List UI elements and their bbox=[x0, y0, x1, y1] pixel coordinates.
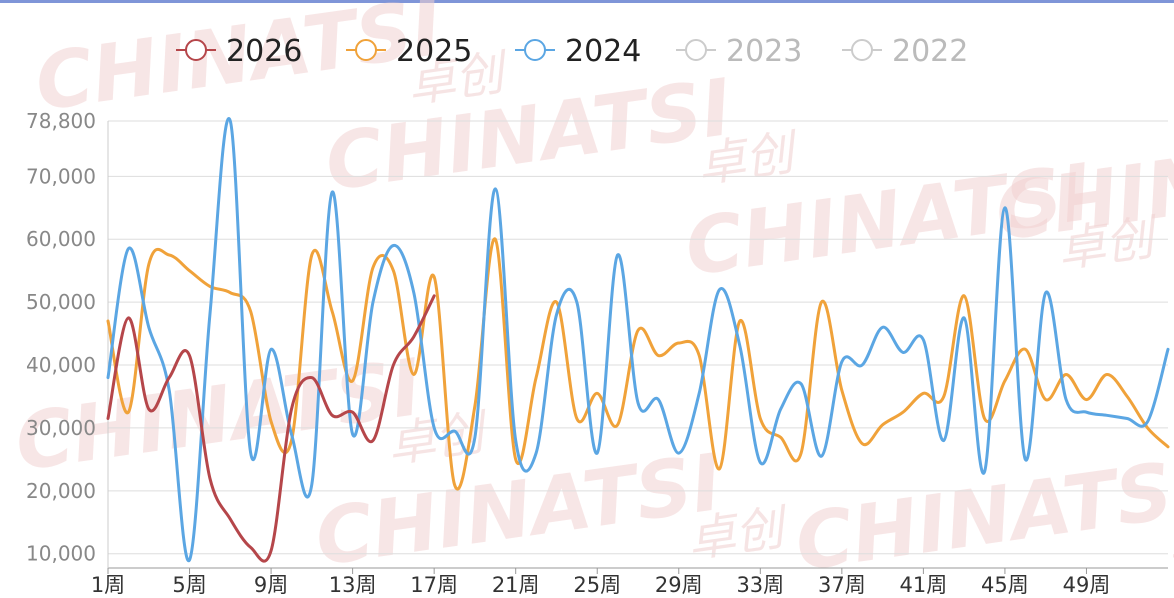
y-axis: 78,800 70,000 60,000 50,000 40,000 30,000 20,0… bbox=[26, 109, 96, 566]
legend-marker bbox=[685, 39, 707, 61]
x-tick-label: 9周 bbox=[254, 573, 288, 597]
x-tick-label: 29周 bbox=[655, 573, 703, 597]
x-tick-label: 13周 bbox=[329, 573, 377, 597]
legend-label: 2026 bbox=[226, 34, 302, 69]
x-tick-label: 33周 bbox=[736, 573, 784, 597]
x-tick-label: 41周 bbox=[900, 573, 948, 597]
watermark-text: CHINATSI bbox=[320, 63, 737, 209]
legend-item-2023[interactable]: 2023 bbox=[676, 34, 802, 69]
watermark-cn-text: 卓创 bbox=[1164, 504, 1174, 574]
y-tick-label: 10,000 bbox=[26, 542, 96, 566]
grid-lines bbox=[108, 120, 1168, 555]
series-line-2025 bbox=[106, 237, 1170, 491]
x-axis: 1周 5周 9周 13周 17周 21周 25周 29周 33周 37周 41周 45周 49周 bbox=[91, 121, 1168, 597]
y-tick-label: 30,000 bbox=[26, 416, 96, 440]
legend-marker bbox=[355, 39, 377, 61]
legend-item-2024[interactable]: 2024 bbox=[515, 34, 641, 69]
series-line-2024 bbox=[106, 117, 1170, 563]
watermark-text: CHINATSI bbox=[990, 113, 1174, 259]
y-tick-label: 20,000 bbox=[26, 479, 96, 503]
x-tick-label: 37周 bbox=[818, 573, 866, 597]
x-tick-label: 49周 bbox=[1063, 573, 1111, 597]
y-tick-label: 70,000 bbox=[26, 164, 96, 188]
legend-marker bbox=[524, 39, 546, 61]
x-tick-label: 21周 bbox=[492, 573, 540, 597]
legend-label: 2024 bbox=[565, 34, 641, 69]
legend: 2026 2025 2024 2023 2022 bbox=[176, 34, 968, 69]
series-layer bbox=[106, 117, 1170, 563]
x-tick-label: 17周 bbox=[410, 573, 458, 597]
legend-label: 2023 bbox=[726, 34, 802, 69]
legend-marker bbox=[851, 39, 873, 61]
x-tick-label: 5周 bbox=[172, 573, 206, 597]
x-tick-label: 1周 bbox=[91, 573, 125, 597]
legend-item-2026[interactable]: 2026 bbox=[176, 34, 302, 69]
legend-label: 2025 bbox=[396, 34, 472, 69]
legend-item-2025[interactable]: 2025 bbox=[346, 34, 472, 69]
series-line-2026 bbox=[106, 294, 436, 563]
watermark-layer: CHINATSI卓创CHINATSI卓创CHINATSI卓创CHINATSI卓创… bbox=[10, 0, 1174, 589]
legend-marker bbox=[185, 39, 207, 61]
y-tick-label: 50,000 bbox=[26, 290, 96, 314]
y-tick-label: 78,800 bbox=[26, 109, 96, 133]
x-tick-label: 25周 bbox=[573, 573, 621, 597]
legend-label: 2022 bbox=[892, 34, 968, 69]
legend-item-2022[interactable]: 2022 bbox=[842, 34, 968, 69]
top-rule bbox=[0, 0, 1174, 3]
y-tick-label: 60,000 bbox=[26, 227, 96, 251]
x-tick-label: 45周 bbox=[981, 573, 1029, 597]
y-tick-label: 40,000 bbox=[26, 353, 96, 377]
